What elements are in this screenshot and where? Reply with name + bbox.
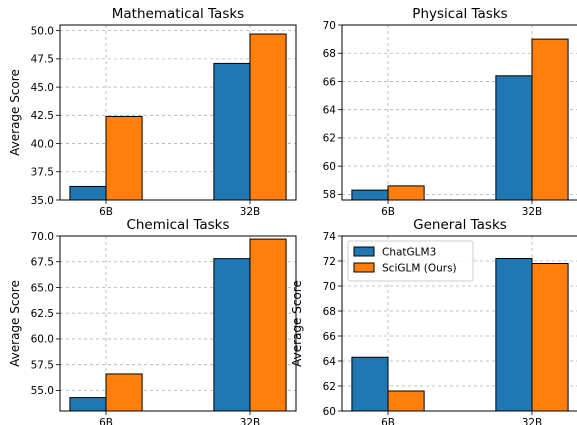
x-tick-label: 6B	[381, 206, 395, 218]
bar-sciglm-ours-32b	[249, 33, 287, 201]
chart-title: Physical Tasks	[412, 6, 507, 22]
bar-chatglm3-32b	[213, 258, 251, 412]
y-tick-label: 60.0	[31, 334, 54, 346]
y-tick-label: 42.5	[31, 110, 54, 122]
x-tick-label: 32B	[240, 417, 261, 425]
y-tick-label: 64	[323, 104, 337, 116]
chart-panel-3: 55.0 57.5 60.0 62.5 65.0 67.5 70.0 6B 32B Chemica…	[8, 217, 297, 425]
bar-sciglm-ours-6b	[387, 185, 425, 201]
y-tick-label: 70.0	[31, 231, 54, 243]
y-axis-label: Average Score	[8, 280, 22, 367]
chart-title: Chemical Tasks	[126, 217, 229, 233]
y-tick-label: 68	[323, 306, 336, 318]
y-tick-label: 70	[323, 281, 336, 293]
y-tick-label: 62	[323, 381, 336, 393]
x-tick-label: 6B	[381, 417, 395, 425]
bar-chatglm3-6b	[351, 189, 389, 201]
y-tick-label: 68	[323, 48, 336, 60]
x-tick-label: 32B	[522, 206, 543, 218]
legend-swatch	[353, 246, 375, 257]
y-tick-label: 66	[323, 76, 337, 88]
axes-frame	[59, 235, 297, 412]
x-tick-label: 6B	[99, 417, 113, 425]
bar-sciglm-ours-32b	[249, 238, 287, 412]
x-tick-label: 6B	[99, 206, 113, 218]
y-tick-label: 72	[323, 256, 336, 268]
legend: ChatGLM3 SciGLM (Ours)	[347, 240, 474, 282]
y-tick-label: 60	[323, 406, 336, 418]
y-tick-label: 60	[323, 161, 336, 173]
axes-frame	[341, 24, 577, 201]
legend-label: SciGLM (Ours)	[382, 263, 457, 275]
chart-title: General Tasks	[413, 217, 507, 233]
bar-chatglm3-32b	[213, 62, 251, 201]
y-tick-label: 64	[323, 356, 337, 368]
y-tick-label: 50.0	[31, 25, 54, 37]
legend-label: ChatGLM3	[382, 247, 436, 259]
bar-sciglm-ours-32b	[531, 263, 569, 412]
y-tick-label: 62	[323, 133, 336, 145]
bar-sciglm-ours-6b	[387, 390, 425, 412]
y-tick-label: 66	[323, 331, 337, 343]
bar-chatglm3-6b	[351, 356, 389, 412]
y-tick-label: 55.0	[31, 385, 54, 397]
y-tick-label: 74	[323, 231, 337, 243]
bar-chatglm3-32b	[495, 75, 533, 201]
bar-sciglm-ours-32b	[531, 38, 569, 201]
y-tick-label: 40.0	[31, 138, 54, 150]
y-tick-label: 47.5	[31, 54, 54, 66]
y-tick-label: 58	[323, 189, 336, 201]
y-tick-label: 70	[323, 20, 336, 32]
bar-chatglm3-32b	[495, 258, 533, 412]
x-tick-label: 32B	[240, 206, 261, 218]
y-tick-label: 67.5	[31, 257, 54, 269]
y-tick-label: 35.0	[31, 195, 54, 207]
y-tick-label: 62.5	[31, 308, 54, 320]
y-tick-label: 45.0	[31, 82, 54, 94]
y-tick-label: 65.0	[31, 282, 54, 294]
y-tick-label: 57.5	[31, 359, 54, 371]
bar-sciglm-ours-6b	[105, 115, 143, 201]
y-axis-label: Average Score	[290, 280, 304, 367]
y-tick-label: 37.5	[31, 167, 54, 179]
legend-box	[347, 240, 474, 282]
bar-chatglm3-6b	[69, 185, 107, 201]
chart-panel-4: 60 62 64 66 68 70 72 74 6B 32B General Tasks Averag…	[290, 217, 577, 425]
chart-panel-1: 35.0 37.5 40.0 42.5 45.0 47.5 50.0 6B 32B Mathema…	[8, 6, 297, 218]
y-axis-label: Average Score	[8, 69, 22, 156]
axes-frame	[341, 235, 577, 412]
bar-chatglm3-6b	[69, 397, 107, 412]
axes-frame	[59, 24, 297, 201]
chart-title: Mathematical Tasks	[112, 6, 244, 22]
x-tick-label: 32B	[522, 417, 543, 425]
chart-panel-2: 58 60 62 64 66 68 70 6B 32B Physical Tasks	[323, 6, 577, 218]
bar-sciglm-ours-6b	[105, 373, 143, 412]
legend-swatch	[353, 262, 375, 273]
